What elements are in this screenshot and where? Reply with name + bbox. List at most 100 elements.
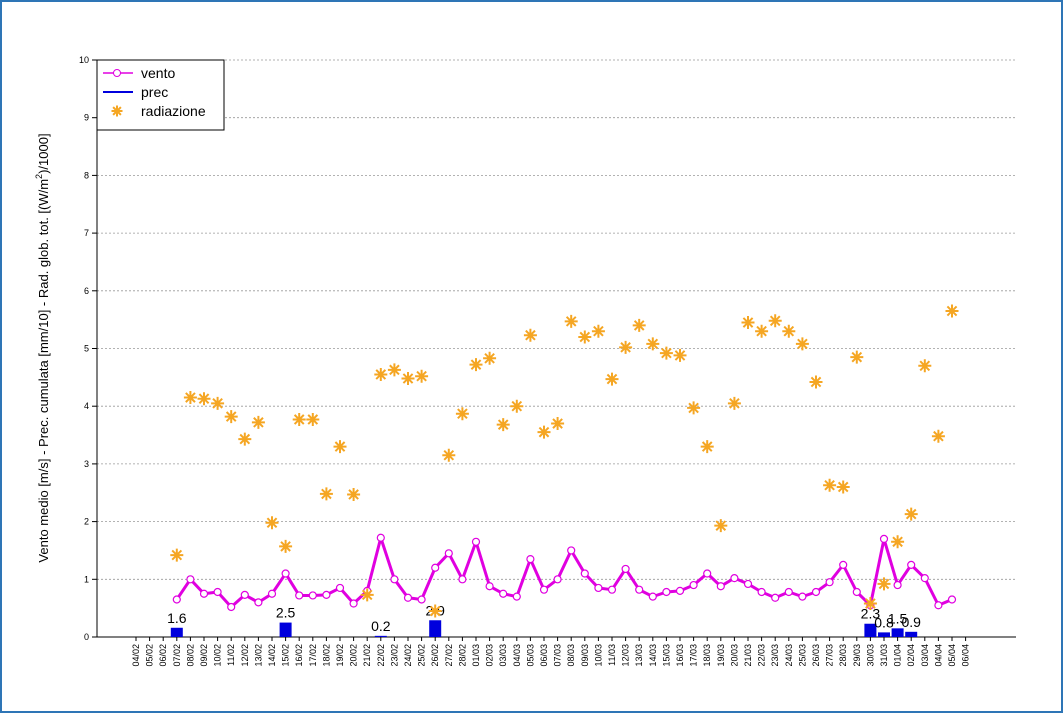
star-point <box>183 391 197 405</box>
star-point <box>836 480 850 494</box>
star-point <box>578 330 592 344</box>
line-point <box>607 585 617 594</box>
y-tick-label: 0 <box>84 632 89 642</box>
star-point <box>483 351 497 365</box>
star-point <box>333 440 347 454</box>
star-point <box>904 507 918 521</box>
bar <box>279 622 292 637</box>
x-tick-label: 20/02 <box>349 644 359 667</box>
star-point <box>687 401 701 415</box>
x-tick-label: 12/03 <box>621 644 631 667</box>
line-point <box>295 591 304 600</box>
x-tick-label: 16/02 <box>294 644 304 667</box>
star-point <box>755 324 769 338</box>
x-tick-label: 22/03 <box>757 644 767 667</box>
x-tick-label: 03/04 <box>920 644 930 667</box>
star-point <box>619 340 633 354</box>
star-point <box>809 375 823 389</box>
star-point <box>863 597 877 611</box>
star-point <box>673 348 687 362</box>
x-tick-label: 14/02 <box>267 644 277 667</box>
line-point <box>213 587 222 597</box>
x-tick-label: 20/03 <box>729 644 739 667</box>
line-point <box>567 546 576 555</box>
bar <box>864 623 877 637</box>
star-point <box>197 392 211 406</box>
star-point <box>537 425 551 439</box>
x-tick-label: 11/02 <box>226 644 236 666</box>
x-tick-label: 26/02 <box>430 644 440 667</box>
star-point <box>632 318 646 332</box>
star-point <box>455 407 469 421</box>
x-tick-label: 01/03 <box>471 644 481 667</box>
line-point <box>703 569 712 578</box>
x-tick-label: 05/02 <box>145 644 155 667</box>
y-tick-label: 10 <box>79 55 89 65</box>
star-point <box>319 487 333 501</box>
star-point <box>442 448 456 462</box>
line-point <box>689 580 698 590</box>
x-tick-label: 25/03 <box>797 644 807 667</box>
star-point <box>591 324 605 338</box>
x-tick-label: 19/02 <box>335 644 345 667</box>
star-point <box>265 516 279 530</box>
line-point <box>376 533 385 542</box>
line-point <box>172 595 181 604</box>
x-tick-label: 07/03 <box>553 644 563 667</box>
x-tick-label: 05/04 <box>947 644 957 667</box>
star-point <box>823 478 837 492</box>
line-point <box>254 598 263 607</box>
star-point <box>714 519 728 533</box>
x-tick-label: 06/04 <box>961 644 971 667</box>
x-tick-label: 12/02 <box>240 644 250 667</box>
star-point <box>727 396 741 410</box>
line-point <box>431 563 440 572</box>
line-point <box>648 592 657 601</box>
x-tick-label: 24/03 <box>784 644 794 667</box>
x-tick-label: 23/02 <box>389 644 399 667</box>
x-tick-label: 29/03 <box>852 644 862 667</box>
x-tick-label: 28/03 <box>838 644 848 667</box>
bar-label: 2.5 <box>276 605 296 621</box>
line-point <box>879 534 889 544</box>
line-point <box>403 593 413 602</box>
x-tick-label: 06/02 <box>158 644 168 667</box>
x-tick-label: 09/02 <box>199 644 209 667</box>
bar <box>878 632 890 637</box>
star-point <box>238 432 252 446</box>
line-point <box>893 580 902 590</box>
line-point <box>757 587 766 597</box>
star-point <box>387 363 401 377</box>
line-point <box>934 601 943 610</box>
x-tick-label: 15/02 <box>281 644 291 667</box>
star-point <box>170 548 184 562</box>
x-tick-label: 01/04 <box>893 644 903 667</box>
x-tick-label: 18/03 <box>702 644 712 667</box>
x-tick-label: 14/03 <box>648 644 658 667</box>
line-point <box>730 574 739 583</box>
x-tick-label: 15/03 <box>661 644 671 667</box>
line-point <box>743 579 753 589</box>
x-tick-label: 10/03 <box>593 644 603 667</box>
line-point <box>444 549 453 558</box>
line <box>175 536 953 609</box>
x-tick-label: 02/04 <box>906 644 916 667</box>
line-point <box>199 589 209 598</box>
star-point <box>401 372 415 386</box>
line-point <box>798 592 807 601</box>
bar-label: 1.6 <box>167 610 187 626</box>
star-point <box>306 412 320 426</box>
line-point <box>839 560 848 569</box>
legend-marker <box>113 69 121 77</box>
x-tick-label: 10/02 <box>213 644 223 667</box>
x-tick-label: 09/03 <box>580 644 590 667</box>
y-tick-label: 3 <box>84 459 89 469</box>
line-point <box>349 599 358 608</box>
y-tick-label: 5 <box>84 344 89 354</box>
line-point <box>784 587 793 597</box>
bar-label: 0.2 <box>371 618 391 634</box>
legend-label: prec <box>141 84 168 100</box>
line-point <box>852 587 861 597</box>
y-tick-label: 8 <box>84 170 89 180</box>
bar <box>891 628 904 637</box>
